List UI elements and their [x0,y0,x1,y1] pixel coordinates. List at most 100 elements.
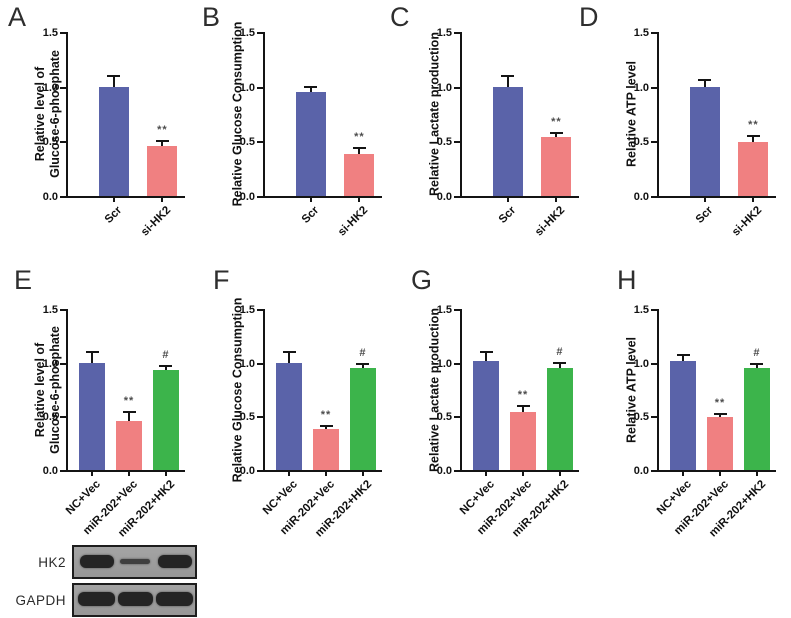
y-tick-mark [651,141,657,144]
y-tick-label: 0.5 [42,411,58,424]
y-tick-mark [454,32,460,34]
y-axis-title-line: Relative Lactate production [427,307,442,472]
y-tick-label: 1.0 [42,81,58,94]
bar-NC+Vec [79,362,106,470]
y-tick-mark [454,470,460,472]
significance-marker: # [556,345,564,358]
error-bar-line [91,351,94,363]
y-axis-title-line: Relative Glucose Consumption [230,297,245,482]
y-tick-label: 1.5 [239,27,255,39]
error-bar-line [506,75,509,87]
y-tick-label: 1.0 [436,81,452,94]
y-tick-label: 0.5 [633,136,649,149]
y-axis-title: Relative level of Glucose-6-phosphate [33,50,63,178]
significance-marker: # [753,346,761,359]
error-bar-line [128,412,131,421]
y-axis-line [66,32,68,198]
x-category-label: si-HK2 [532,204,568,239]
y-tick-mark [60,309,66,311]
y-tick-mark [651,470,657,472]
x-tick-mark [161,198,164,202]
panel-D: D Relative ATP level 0.0 0.5 1.0 1.5 Scr ** si-H… [579,0,788,258]
western-blot: HK2 GAPDH [12,545,197,618]
y-tick-label: 0.0 [239,191,255,203]
y-axis-title: Relative ATP level [625,336,640,442]
x-category-label: si-HK2 [335,204,371,239]
error-bar-line [555,132,558,137]
panel-letter-G: G [411,265,433,295]
error-bar-cap [746,134,760,137]
error-bar-line [358,147,361,155]
x-tick-mark [755,472,758,476]
y-tick-label: 0.5 [239,136,255,149]
x-tick-mark [752,198,755,202]
x-axis-line [460,470,579,472]
bar-NC+Vec [276,362,303,470]
error-bar-line [309,86,312,93]
y-tick-mark [60,141,66,144]
error-bar-cap [553,361,567,364]
y-tick-mark [651,416,657,419]
y-tick-mark [651,362,657,365]
x-tick-mark [128,472,131,476]
bar-miR-202+Vec [707,417,734,470]
bar-si-HK2 [738,142,769,196]
y-tick-label: 1.5 [239,304,255,316]
y-axis-title-line: Relative Lactate production [427,32,442,196]
y-tick-mark [257,196,263,198]
blot-band [118,592,153,606]
y-tick-label: 1.0 [42,357,58,370]
blot-band [78,592,115,606]
error-bar-line [288,351,291,363]
error-bar-cap [85,350,99,353]
y-tick-label: 1.5 [42,304,58,316]
y-tick-mark [257,32,263,34]
y-tick-mark [257,470,263,472]
y-tick-mark [651,86,657,89]
y-tick-mark [257,362,263,365]
panel-B: B Relative Glucose Consumption 0.0 0.5 1.0 1.… [197,0,394,258]
y-tick-label: 0.0 [633,465,649,477]
panel-H: H Relative ATP level 0.0 0.5 1.0 1.5 NC+Vec ** m… [591,262,788,542]
y-axis-line [263,309,265,472]
x-axis-line [66,196,185,198]
significance-marker: # [162,348,170,361]
significance-marker: # [359,346,367,359]
y-axis-title: Relative ATP level [625,61,640,167]
y-tick-label: 1.5 [42,27,58,39]
y-tick-mark [454,141,460,144]
blot-label-hk2: HK2 [38,554,66,570]
error-bar-cap [319,424,333,427]
y-tick-label: 0.5 [633,411,649,424]
x-tick-mark [555,198,558,202]
error-bar-cap [107,74,121,77]
y-axis-title: Relative Lactate production [428,308,443,472]
error-bar-cap [549,131,563,134]
y-axis-line [66,309,68,472]
error-bar-line [755,363,758,369]
bar-Scr [689,86,720,196]
x-tick-mark [361,472,364,476]
y-tick-mark [60,196,66,198]
significance-marker: ** [354,130,365,143]
bar-si-HK2 [344,154,375,196]
x-axis-line [66,470,185,472]
x-tick-mark [682,472,685,476]
significance-marker: ** [157,124,168,137]
y-axis-title-line: Relative Glucose Consumption [230,21,245,207]
y-axis-title: Relative Glucose Consumption [231,297,246,482]
y-tick-label: 0.0 [42,465,58,477]
y-tick-label: 0.0 [42,191,58,203]
panel-letter-D: D [579,2,599,32]
significance-marker: ** [320,408,332,421]
y-tick-label: 1.5 [436,27,452,39]
bar-miR-202+Vec [510,412,537,470]
error-bar-line [485,351,488,361]
x-tick-mark [309,198,312,202]
bar-miR-202+Vec [313,429,340,470]
error-bar-line [164,365,167,371]
error-bar-cap [304,85,318,88]
blot-label-gapdh: GAPDH [15,592,66,608]
y-tick-label: 0.5 [436,411,452,424]
